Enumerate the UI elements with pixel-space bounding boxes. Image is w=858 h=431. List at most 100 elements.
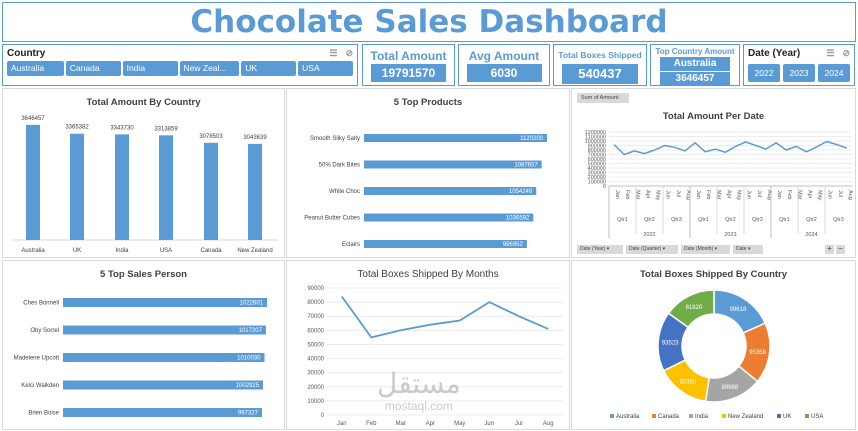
multi-select-icon[interactable]: ☰ bbox=[329, 47, 338, 58]
sum-of-amount-button[interactable]: Sum of Amount bbox=[577, 93, 629, 103]
y-tick-label: 1200000 bbox=[585, 130, 606, 136]
slicer-item-2024[interactable]: 2024 bbox=[818, 64, 850, 82]
year-label: 2022 bbox=[643, 232, 655, 238]
bar bbox=[26, 124, 40, 240]
multi-select-icon[interactable]: ☰ bbox=[826, 47, 835, 58]
y-tick-label: 200000 bbox=[588, 175, 606, 181]
y-tick-label: 30000 bbox=[307, 371, 324, 377]
bar bbox=[115, 134, 129, 240]
data-label: 81820 bbox=[686, 305, 703, 311]
y-tick-label: 600000 bbox=[588, 157, 606, 163]
data-label: 99618 bbox=[730, 307, 747, 313]
x-tick-label: Mar bbox=[796, 190, 802, 200]
filter-date-year-button[interactable]: Date (Year) ▾ bbox=[577, 245, 623, 254]
x-tick-label: Apr bbox=[644, 190, 650, 199]
data-label: 1002925 bbox=[236, 383, 260, 389]
legend-label: UK bbox=[783, 414, 791, 420]
tick-label: Peanut Butter Cubes bbox=[304, 216, 360, 222]
chart-boxes-by-month: 0 10000 20000 30000 40000 50000 60000 70000 8000… bbox=[307, 286, 563, 427]
x-tick-label: Apr bbox=[806, 190, 812, 199]
dashboard-title: Chocolate Sales Dashboard bbox=[190, 4, 668, 40]
filter-date-button[interactable]: Date ▾ bbox=[733, 245, 763, 254]
country-slicer-label: Country bbox=[7, 47, 46, 59]
bar bbox=[63, 408, 262, 417]
tick-label: Brien Boise bbox=[28, 411, 59, 417]
clear-filter-icon[interactable]: ⊘ bbox=[345, 47, 353, 58]
legend-swatch bbox=[777, 414, 781, 418]
y-tick-label: 60000 bbox=[307, 328, 324, 334]
tick-label: Oby Sorrel bbox=[30, 328, 59, 334]
y-tick-label: 900000 bbox=[588, 144, 606, 150]
x-tick-label: May bbox=[817, 190, 823, 201]
year-slicer[interactable]: Date (Year) ☰ ⊘ 2022 2023 2024 bbox=[743, 44, 855, 86]
year-label: 2023 bbox=[724, 232, 736, 238]
tick-label: New Zealand bbox=[237, 248, 272, 254]
x-tick-label: Jan bbox=[337, 421, 347, 427]
bar bbox=[248, 143, 262, 240]
slicer-item-canada[interactable]: Canada bbox=[65, 61, 121, 76]
y-tick-label: 500000 bbox=[588, 162, 606, 168]
slicer-item-usa[interactable]: USA bbox=[298, 61, 354, 76]
tick-label: Smooth Sliky Salty bbox=[310, 136, 360, 142]
country-slicer-items: Australia Canada India New Zeal... UK US… bbox=[3, 61, 357, 76]
x-tick-label: Aug bbox=[847, 190, 853, 200]
collapse-icon[interactable]: − bbox=[836, 245, 845, 254]
slicer-item-new-zealand[interactable]: New Zeal... bbox=[179, 61, 240, 76]
slicer-item-2023[interactable]: 2023 bbox=[783, 64, 815, 82]
slicer-item-india[interactable]: India bbox=[122, 61, 178, 76]
chart-title-boxes-by-month: Total Boxes Shipped By Months bbox=[357, 269, 499, 280]
bar bbox=[364, 240, 527, 248]
x-tick-label: Jun bbox=[665, 190, 671, 199]
x-tick-label: Jul bbox=[675, 190, 681, 197]
tick-label: India bbox=[115, 248, 129, 254]
x-tick-label: Jul bbox=[515, 421, 523, 427]
clear-filter-icon[interactable]: ⊘ bbox=[842, 47, 850, 58]
bar bbox=[364, 187, 537, 195]
x-tick-label: Aug bbox=[685, 190, 691, 200]
kpi-total-amount-value: 19791570 bbox=[371, 64, 446, 82]
pivot-filter-buttons: Date (Year) ▾ Date (Quarter) ▾ Date (Mon… bbox=[577, 245, 763, 254]
kpi-total-amount-label: Total Amount bbox=[370, 49, 447, 63]
tick-label: 50% Dark Bites bbox=[319, 163, 360, 169]
filter-date-quarter-button[interactable]: Date (Quarter) ▾ bbox=[626, 245, 678, 254]
legend-label: Canada bbox=[658, 414, 680, 420]
tick-label: Ches Bonnell bbox=[23, 301, 59, 307]
chart-title-amount-per-date: Total Amount Per Date bbox=[662, 111, 765, 122]
x-tick-label: Jan bbox=[776, 190, 782, 199]
y-tick-label: 300000 bbox=[588, 171, 606, 177]
y-tick-label: 700000 bbox=[588, 153, 606, 159]
series-line bbox=[613, 140, 848, 156]
data-label: 89968 bbox=[721, 385, 738, 391]
slicer-item-uk[interactable]: UK bbox=[241, 61, 297, 76]
y-tick-label: 50000 bbox=[307, 342, 324, 348]
data-label: 1010030 bbox=[237, 356, 261, 362]
chart-title-top-sales-person: 5 Top Sales Person bbox=[100, 269, 187, 280]
x-tick-label: Apr bbox=[725, 190, 731, 199]
country-slicer[interactable]: Country ☰ ⊘ Australia Canada India New Ze… bbox=[2, 44, 358, 86]
x-tick-label: Mar bbox=[715, 190, 721, 200]
data-label: 1017207 bbox=[239, 328, 263, 334]
tick-label: Australia bbox=[21, 248, 45, 254]
y-tick-label: 0 bbox=[603, 184, 606, 190]
chart-amount-per-date: 0100000200000300000400000500000600000700… bbox=[585, 130, 853, 238]
tick-label: Eclairs bbox=[342, 242, 360, 248]
x-tick-label: Jun bbox=[746, 190, 752, 199]
slicer-item-australia[interactable]: Australia bbox=[7, 61, 64, 76]
data-label: 3078503 bbox=[199, 134, 223, 140]
chart-title-top-products: 5 Top Products bbox=[393, 97, 463, 108]
x-tick-label: May bbox=[454, 421, 465, 427]
quarter-label: Qtr1 bbox=[779, 217, 790, 223]
x-tick-label: Jul bbox=[837, 190, 843, 197]
data-label: 3313859 bbox=[154, 126, 178, 132]
expand-icon[interactable]: + bbox=[825, 245, 834, 254]
kpi-total-boxes-value: 540437 bbox=[562, 64, 638, 84]
kpi-top-country-name: Australia bbox=[660, 57, 730, 71]
data-label: 3043639 bbox=[243, 135, 267, 141]
filter-date-month-button[interactable]: Date (Month) ▾ bbox=[681, 245, 730, 254]
slicer-item-2022[interactable]: 2022 bbox=[748, 64, 780, 82]
kpi-avg-amount-value: 6030 bbox=[466, 64, 542, 82]
data-label: 3365382 bbox=[65, 125, 89, 131]
bar bbox=[63, 325, 266, 335]
legend-swatch bbox=[610, 414, 614, 418]
y-tick-label: 1000000 bbox=[585, 139, 606, 145]
